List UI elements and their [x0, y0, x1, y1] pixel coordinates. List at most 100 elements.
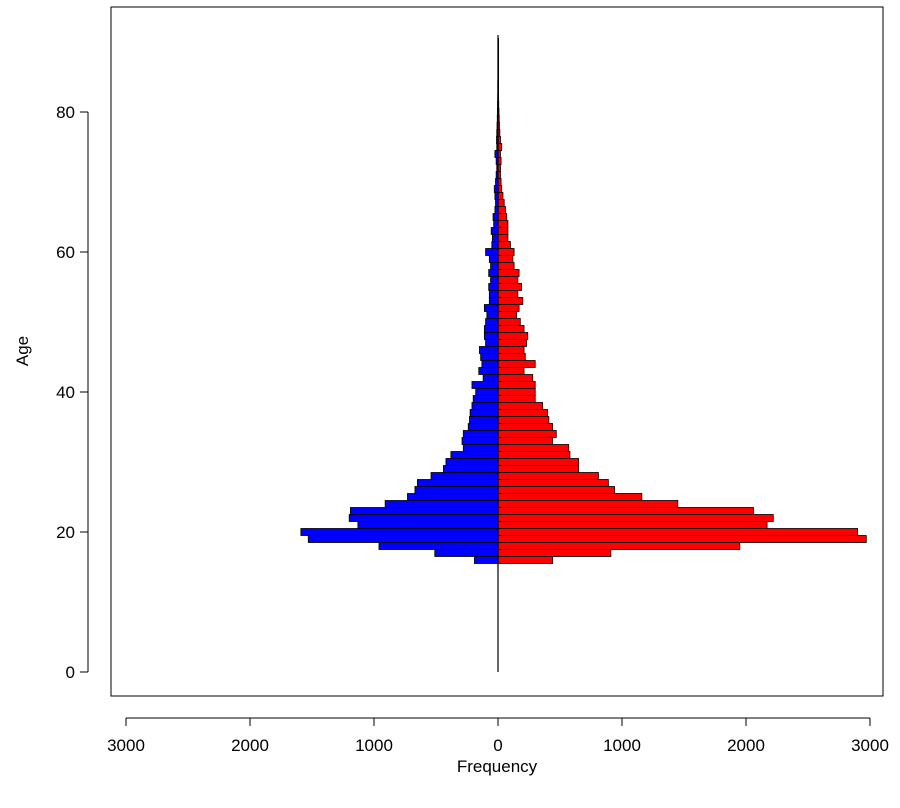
bar-right-age-43 [497, 367, 525, 375]
x-tick-label: 3000 [851, 736, 889, 755]
bar-left-age-45 [480, 353, 499, 361]
bar-left-age-49 [483, 325, 499, 333]
bar-left-age-24 [384, 500, 499, 508]
bar-left-age-46 [478, 346, 499, 354]
y-tick-label: 60 [56, 243, 75, 262]
bar-right-age-31 [497, 451, 571, 459]
bar-left-age-20 [300, 528, 499, 536]
bar-right-age-27 [497, 479, 609, 487]
bar-left-age-41 [471, 381, 499, 389]
bar-left-age-43 [478, 367, 499, 375]
bar-right-age-30 [497, 458, 579, 466]
bar-right-age-19 [497, 535, 867, 543]
bar-right-age-18 [497, 542, 741, 550]
bar-left-age-33 [461, 437, 499, 445]
bar-left-age-50 [485, 318, 499, 326]
bar-left-age-48 [483, 332, 499, 340]
bar-left-age-44 [481, 360, 499, 368]
bar-left-age-23 [350, 507, 499, 515]
bar-right-age-25 [497, 493, 643, 501]
x-tick-label: 0 [493, 736, 502, 755]
bar-left-age-35 [467, 423, 499, 431]
y-axis-title: Age [13, 336, 32, 366]
bar-right-age-40 [497, 388, 536, 396]
bar-left-age-55 [488, 283, 499, 291]
bar-right-age-41 [497, 381, 536, 389]
bar-left-age-57 [488, 269, 499, 277]
bar-right-age-56 [497, 276, 519, 284]
bar-left-age-37 [469, 409, 499, 417]
y-tick-label: 80 [56, 103, 75, 122]
bar-right-age-55 [497, 283, 522, 291]
bar-left-age-62 [492, 234, 499, 242]
x-tick-label: 1000 [355, 736, 393, 755]
bar-left-age-22 [348, 514, 499, 522]
x-tick-label: 1000 [603, 736, 641, 755]
bar-right-age-34 [497, 430, 557, 438]
bar-right-age-44 [497, 360, 536, 368]
bar-left-age-30 [445, 458, 499, 466]
bar-right-age-62 [497, 234, 509, 242]
bar-right-age-29 [497, 465, 579, 473]
bar-right-age-33 [497, 437, 553, 445]
bar-left-age-28 [430, 472, 499, 480]
bar-left-age-29 [443, 465, 499, 473]
bar-left-age-38 [471, 402, 499, 410]
bar-right-age-28 [497, 472, 599, 480]
bar-right-age-24 [497, 500, 679, 508]
bar-left-age-52 [483, 304, 499, 312]
bar-right-age-39 [497, 395, 536, 403]
bar-left-age-31 [450, 451, 499, 459]
bar-right-age-48 [497, 332, 529, 340]
bars-group [300, 38, 867, 564]
bar-left-age-34 [462, 430, 499, 438]
bar-right-age-21 [497, 521, 768, 529]
bar-right-age-51 [497, 311, 518, 319]
bar-left-age-58 [490, 262, 499, 270]
plot-frame [110, 6, 884, 697]
bar-right-age-47 [497, 339, 527, 347]
bar-left-age-61 [491, 241, 499, 249]
bar-right-age-54 [497, 290, 519, 298]
bar-right-age-20 [497, 528, 859, 536]
bar-right-age-50 [497, 318, 521, 326]
bar-right-age-37 [497, 409, 548, 417]
bar-left-age-42 [482, 374, 499, 382]
bar-left-age-47 [485, 339, 499, 347]
bar-left-age-21 [357, 521, 499, 529]
bar-left-age-59 [488, 255, 499, 263]
bar-right-age-63 [497, 227, 509, 235]
y-tick-label: 0 [66, 663, 75, 682]
y-axis: 0 20 40 60 80 [56, 103, 89, 682]
bar-right-age-45 [497, 353, 526, 361]
bar-right-age-64 [497, 220, 509, 228]
bar-left-age-56 [490, 276, 499, 284]
bar-right-age-60 [497, 248, 515, 256]
bar-left-age-65 [492, 213, 499, 221]
bar-left-age-40 [475, 388, 499, 396]
y-tick-label: 20 [56, 523, 75, 542]
bar-left-age-54 [488, 290, 499, 298]
bar-left-age-51 [486, 311, 499, 319]
x-axis-title: Frequency [457, 757, 538, 776]
bar-right-age-46 [497, 346, 525, 354]
bar-right-age-61 [497, 241, 511, 249]
bar-right-age-68 [497, 192, 504, 200]
bar-right-age-35 [497, 423, 553, 431]
bar-left-age-64 [493, 220, 499, 228]
bar-left-age-17 [434, 549, 499, 557]
bar-right-age-16 [497, 556, 553, 564]
bar-left-age-39 [472, 395, 499, 403]
bar-right-age-26 [497, 486, 615, 494]
bar-left-age-36 [469, 416, 499, 424]
bar-left-age-32 [462, 444, 499, 452]
bar-left-age-60 [485, 248, 499, 256]
x-tick-label: 3000 [107, 736, 145, 755]
bar-left-age-27 [416, 479, 499, 487]
x-axis: 3000 2000 1000 0 1000 2000 3000 [107, 717, 889, 755]
bar-left-age-26 [414, 486, 499, 494]
bar-right-age-17 [497, 549, 612, 557]
bar-left-age-18 [378, 542, 499, 550]
bar-right-age-66 [497, 206, 506, 214]
